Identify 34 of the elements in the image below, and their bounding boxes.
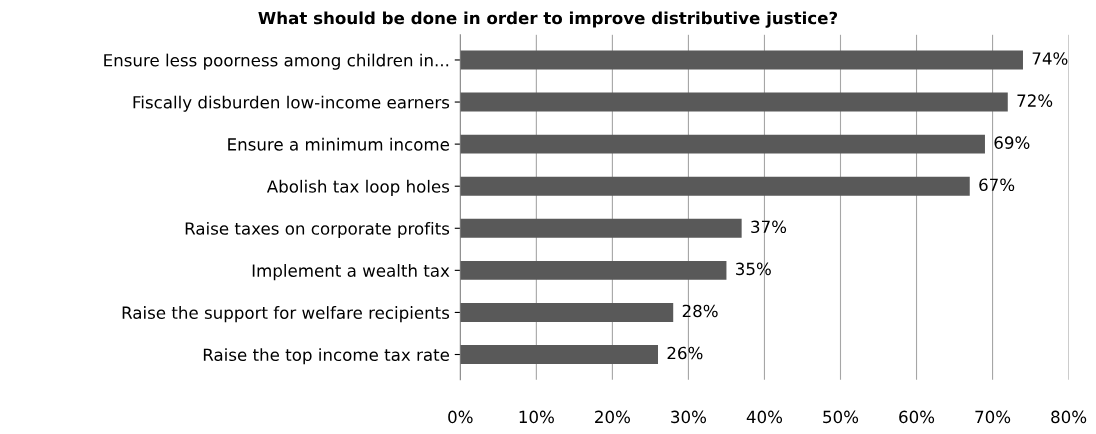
data-label: 28% <box>682 304 718 318</box>
data-label: 74% <box>1032 52 1068 65</box>
x-tick-label: 40% <box>746 410 783 424</box>
y-tick-label: Raise taxes on corporate profits <box>185 221 450 239</box>
chart-title: What should be done in order to improve distributive justice? <box>258 11 838 28</box>
x-tick-label: 10% <box>519 410 554 424</box>
y-tick-label: Raise the top income tax rate <box>203 348 450 365</box>
data-label: 37% <box>751 220 787 234</box>
bar <box>460 92 1008 112</box>
bar <box>460 134 985 154</box>
x-tick-label: 30% <box>671 410 707 424</box>
data-label: 35% <box>736 262 771 276</box>
data-label: 26% <box>667 346 703 360</box>
x-tick-label: 70% <box>975 410 1011 424</box>
data-label: 67% <box>979 178 1015 192</box>
y-tick-label: Ensure a minimum income <box>228 137 450 151</box>
y-tick-label: Fiscally disburden low-income earners <box>133 95 450 112</box>
bar <box>460 260 727 280</box>
x-tick-label: 50% <box>823 410 859 424</box>
x-tick-label: 20% <box>595 410 630 424</box>
bar <box>460 218 742 238</box>
x-tick-label: 60% <box>899 410 935 424</box>
y-tick-label: Abolish tax loop holes <box>266 179 450 196</box>
data-label: 72% <box>1017 94 1053 107</box>
x-tick-label: 0% <box>448 410 473 424</box>
y-tick-label: Raise the support for welfare recipients <box>122 306 450 323</box>
bar <box>460 345 659 364</box>
y-tick-label: Ensure less poorness among children in... <box>104 53 449 70</box>
x-tick-label: 80% <box>1051 410 1087 424</box>
y-tick-label: Implement a wealth tax <box>252 264 450 281</box>
bar <box>460 50 1023 70</box>
bar <box>460 302 674 322</box>
data-label: 69% <box>994 136 1030 149</box>
bar <box>460 176 970 196</box>
